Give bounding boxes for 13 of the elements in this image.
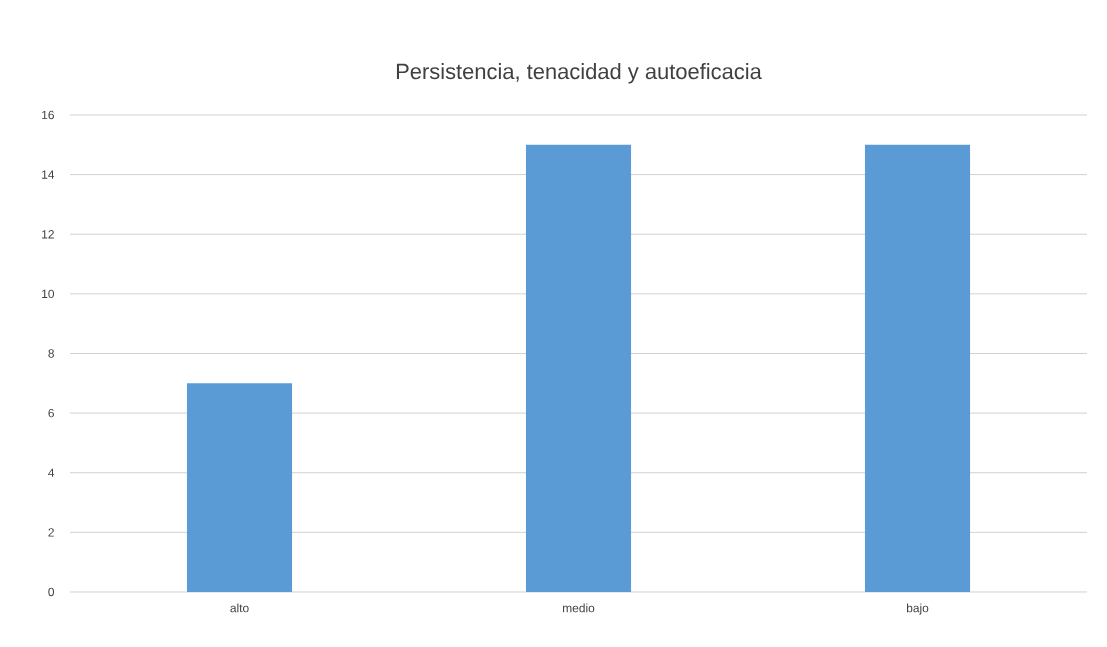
y-tick-label: 2 — [48, 528, 54, 537]
chart-title: Persistencia, tenacidad y autoeficacia — [396, 63, 762, 84]
x-tick-label: alto — [230, 603, 249, 613]
y-tick-label: 8 — [48, 349, 54, 358]
y-tick-label: 6 — [48, 408, 54, 418]
y-tick-label: 4 — [48, 468, 55, 477]
y-tick-label: 14 — [42, 170, 55, 179]
x-tick-label: bajo — [906, 603, 929, 615]
x-tick-label: medio — [563, 603, 595, 613]
y-tick-label: 12 — [42, 230, 54, 239]
y-tick-label: 0 — [48, 587, 55, 597]
y-tick-label: 16 — [42, 110, 54, 120]
y-tick-label: 10 — [42, 289, 55, 299]
